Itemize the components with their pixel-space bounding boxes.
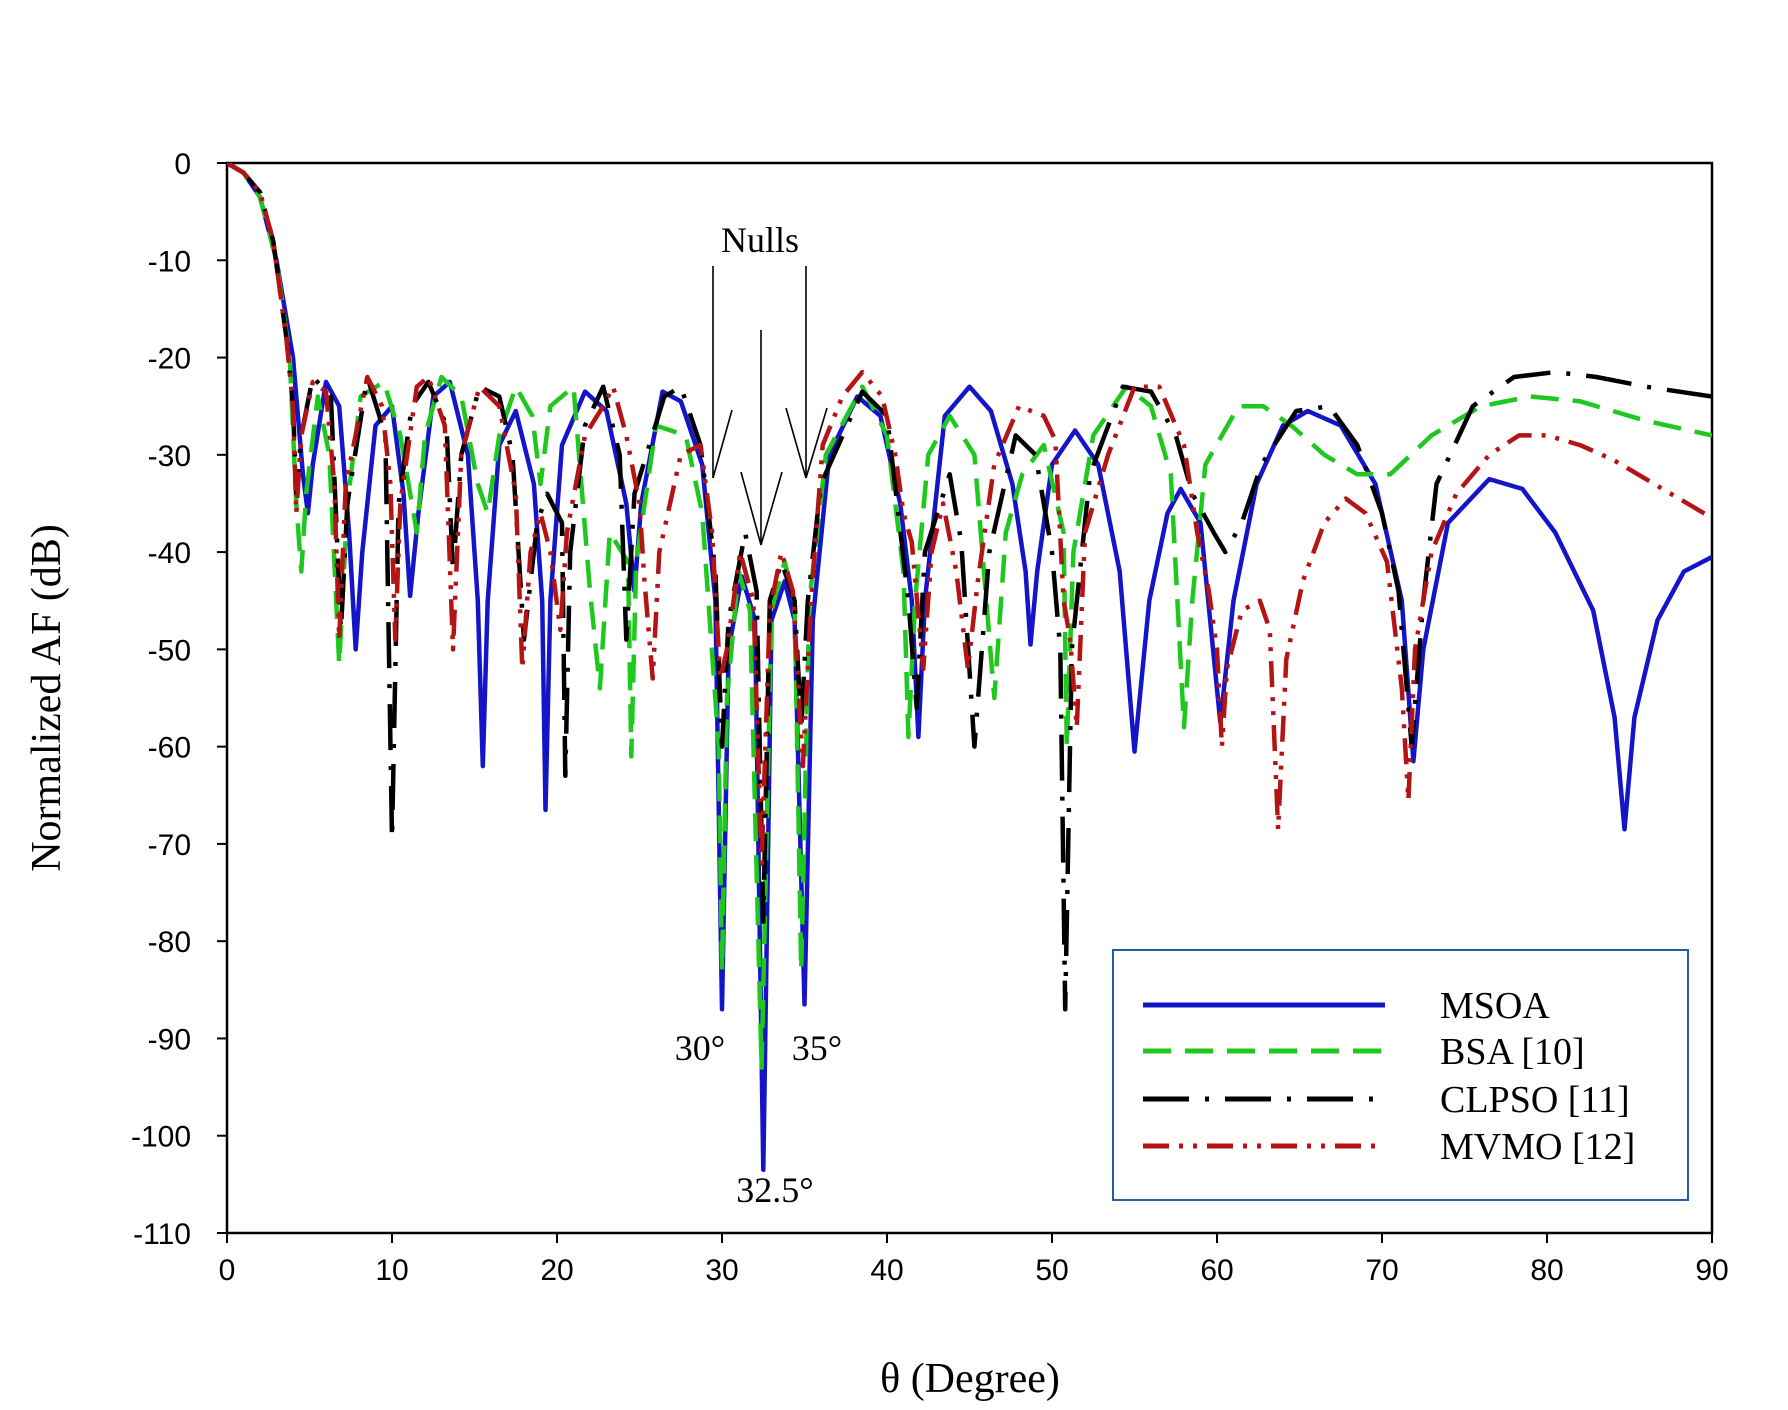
- series-line-clpso-11: [227, 163, 1712, 1012]
- x-tick-label: 50: [1035, 1254, 1068, 1287]
- series-layer: [227, 163, 1712, 1173]
- legend-label-msoa: MSOA: [1440, 985, 1550, 1027]
- nulls-label: Nulls: [721, 220, 799, 260]
- legend: MSOA BSA [10] CLPSO [11] MVMO [12]: [1112, 949, 1689, 1201]
- y-tick-label: -90: [148, 1023, 191, 1056]
- null-label-30: 30°: [675, 1028, 725, 1068]
- x-axis: 0 10 20 30 40 50 60 70 80 90: [219, 1233, 1729, 1287]
- legend-item-clpso: CLPSO [11]: [1143, 1079, 1630, 1121]
- legend-item-msoa: MSOA: [1143, 985, 1550, 1027]
- y-tick-label: -60: [148, 732, 191, 765]
- series-line-bsa-10: [227, 163, 1712, 1070]
- null-label-35: 35°: [792, 1028, 842, 1068]
- y-tick-label: -40: [148, 537, 191, 570]
- y-tick-label: -100: [131, 1121, 191, 1154]
- y-axis-title: Normalized AF (dB): [24, 524, 70, 872]
- legend-item-bsa: BSA [10]: [1143, 1031, 1585, 1073]
- x-tick-label: 40: [870, 1254, 903, 1287]
- null-arrow-35: [785, 266, 828, 479]
- y-tick-label: -80: [148, 926, 191, 959]
- null-arrow-30: [712, 266, 733, 479]
- plot-area-frame: [225, 161, 1714, 1235]
- x-tick-label: 80: [1530, 1254, 1563, 1287]
- x-tick-label: 60: [1200, 1254, 1233, 1287]
- y-tick-label: 0: [174, 148, 191, 181]
- nulls-annotation: Nulls 30° 32.5° 35°: [675, 220, 842, 1210]
- legend-frame: [1112, 949, 1689, 1201]
- x-tick-label: 90: [1695, 1254, 1728, 1287]
- x-tick-label: 20: [540, 1254, 573, 1287]
- y-tick-label: -30: [148, 440, 191, 473]
- legend-label-bsa: BSA [10]: [1440, 1031, 1585, 1073]
- legend-label-mvmo: MVMO [12]: [1440, 1126, 1635, 1168]
- y-tick-label: -70: [148, 829, 191, 862]
- y-tick-label: -20: [148, 343, 191, 376]
- x-tick-label: 70: [1365, 1254, 1398, 1287]
- x-tick-label: 10: [375, 1254, 408, 1287]
- null-label-32-5: 32.5°: [736, 1170, 813, 1210]
- y-tick-label: -110: [133, 1218, 191, 1251]
- y-axis: 0 -10 -20 -30 -40 -50 -60 -70 -80 -90 -100 -110: [131, 148, 227, 1251]
- y-tick-label: -50: [148, 634, 191, 667]
- legend-item-mvmo: MVMO [12]: [1143, 1126, 1635, 1168]
- x-tick-label: 0: [219, 1254, 236, 1287]
- null-arrow-32-5: [740, 330, 783, 546]
- series-line-mvmo-12: [227, 163, 1712, 866]
- series-line-msoa: [227, 163, 1712, 1173]
- y-tick-label: -10: [148, 245, 191, 278]
- legend-label-clpso: CLPSO [11]: [1440, 1079, 1630, 1121]
- x-axis-title: θ (Degree): [880, 1356, 1060, 1402]
- x-tick-label: 30: [705, 1254, 738, 1287]
